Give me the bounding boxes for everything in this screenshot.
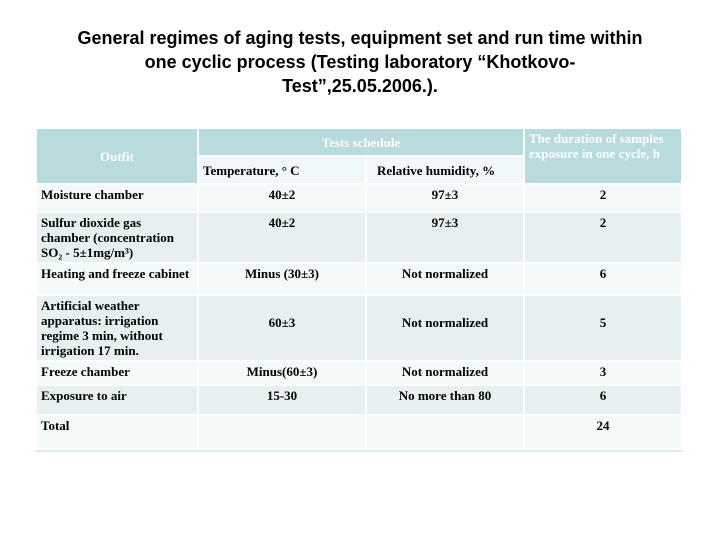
cell-humidity: 97±3 — [367, 213, 523, 262]
header-humidity: Relative humidity, % — [367, 157, 523, 183]
cell-outfit: Moisture chamber — [37, 185, 197, 211]
header-row-sub: Temperature, ° C Relative humidity, % — [37, 157, 681, 183]
slide-title: General regimes of aging tests, equipmen… — [20, 26, 700, 98]
header-temperature: Temperature, ° C — [199, 157, 365, 183]
cell-outfit: Artificial weather apparatus: irrigation… — [37, 296, 197, 360]
slide-title-line: Test”,25.05.2006.). — [282, 76, 438, 96]
table-row: Artificial weather apparatus: irrigation… — [37, 296, 681, 360]
cell-humidity: Not normalized — [367, 296, 523, 360]
table-row: Heating and freeze cabinet Minus (30±3) … — [37, 264, 681, 294]
cell-duration: 2 — [525, 213, 681, 262]
cell-duration: 5 — [525, 296, 681, 360]
cell-humidity: Not normalized — [367, 362, 523, 384]
cell-temperature: 15-30 — [199, 386, 365, 414]
header-row-main: Outfit Tests schedule The duration of sa… — [37, 129, 681, 183]
cell-duration: 2 — [525, 185, 681, 211]
table-row: Exposure to air 15-30 No more than 80 6 — [37, 386, 681, 414]
cell-temperature: 40±2 — [199, 185, 365, 211]
cell-humidity: Not normalized — [367, 264, 523, 294]
table-row: Moisture chamber 40±2 97±3 2 — [37, 185, 681, 211]
cell-temperature — [199, 416, 365, 448]
header-duration: The duration of samples exposure in one … — [525, 129, 681, 183]
cell-outfit: Total — [37, 416, 197, 448]
cell-temperature: Minus(60±3) — [199, 362, 365, 384]
table-row: Total 24 — [37, 416, 681, 448]
cell-outfit: Exposure to air — [37, 386, 197, 414]
cell-outfit: Sulfur dioxide gas chamber (concentratio… — [37, 213, 197, 262]
cell-humidity — [367, 416, 523, 448]
header-tests-schedule: Tests schedule — [199, 129, 523, 155]
cell-outfit: Heating and freeze cabinet — [37, 264, 197, 294]
cell-duration: 6 — [525, 264, 681, 294]
cell-outfit: Freeze chamber — [37, 362, 197, 384]
table-row: Sulfur dioxide gas chamber (concentratio… — [37, 213, 681, 262]
cell-humidity: No more than 80 — [367, 386, 523, 414]
cell-temperature: Minus (30±3) — [199, 264, 365, 294]
cell-duration: 24 — [525, 416, 681, 448]
cell-duration: 6 — [525, 386, 681, 414]
cell-temperature: 60±3 — [199, 296, 365, 360]
slide-title-line: General regimes of aging tests, equipmen… — [77, 28, 643, 48]
cell-duration: 3 — [525, 362, 681, 384]
slide-title-line: one cyclic process (Testing laboratory “… — [144, 52, 576, 72]
cell-humidity: 97±3 — [367, 185, 523, 211]
header-outfit: Outfit — [37, 129, 197, 183]
table-row: Freeze chamber Minus(60±3) Not normalize… — [37, 362, 681, 384]
cell-temperature: 40±2 — [199, 213, 365, 262]
aging-tests-table: Outfit Tests schedule The duration of sa… — [35, 127, 683, 452]
